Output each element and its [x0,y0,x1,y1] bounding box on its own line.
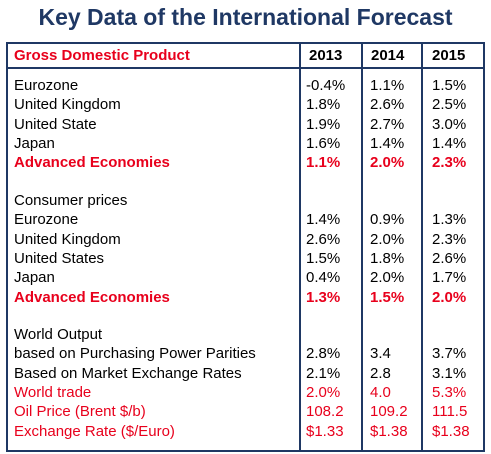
row-value: 1.3% [432,211,467,229]
row-value: 1.1% [306,154,341,172]
row-label: United Kingdom [14,96,121,114]
row-value: 1.9% [306,115,341,133]
header-label: Gross Domestic Product [14,47,190,64]
row-label: Oil Price (Brent $/b) [14,403,146,421]
row-value: 2.0% [370,269,405,287]
row-value: -0.4% [306,77,346,94]
row-value: 2.3% [432,230,467,248]
row-label: Japan [14,269,55,287]
row-label: United States [14,249,105,267]
row-value: 2.0% [432,288,467,306]
row-value: 109.2 [370,403,408,421]
row-label: Based on Market Exchange Rates [14,364,242,382]
row-value: 1.4% [306,211,341,229]
row-value: 3.7% [432,345,467,363]
row-label: United Kingdom [14,230,121,248]
row-label: United State [14,115,97,133]
row-value: 2.0% [370,230,405,248]
row-value: 2.1% [306,364,341,382]
row-label: Japan [14,134,55,152]
row-value: $1.33 [306,422,344,440]
row-value: 1.5% [432,77,467,94]
row-value: 2.6% [306,230,341,248]
row-value: $1.38 [432,422,470,440]
title: Key Data of the International Forecast [38,4,453,30]
row-value: 2.3% [432,154,467,172]
row-value: 111.5 [432,403,468,421]
row-value: 2.6% [370,96,405,114]
header-year: 2014 [371,47,405,64]
row-value: 1.7% [432,269,467,287]
row-value: 3.4 [370,345,391,363]
table-border [6,42,485,452]
column-rule [299,42,301,452]
row-value: 2.0% [370,154,405,172]
row-value: 1.5% [306,249,341,267]
row-value: 2.8% [306,345,341,363]
row-value: 5.3% [432,383,467,401]
row-value: 1.3% [306,288,341,306]
header-year: 2013 [309,47,343,64]
row-value: 2.5% [432,96,467,114]
row-value: 1.1% [370,77,405,94]
row-value: 1.4% [432,134,467,152]
row-value: 3.1% [432,364,467,382]
row-label: Consumer prices [14,192,128,209]
row-label: Advanced Economies [14,288,170,306]
row-value: 1.8% [370,249,405,267]
row-value: 1.5% [370,288,405,306]
row-value: 108.2 [306,403,344,421]
row-label: Advanced Economies [14,154,170,172]
column-rule [421,42,423,452]
row-label: based on Purchasing Power Parities [14,345,256,363]
row-value: 0.4% [306,269,341,287]
column-rule [361,42,363,452]
row-value: 2.8 [370,364,391,382]
row-value: 1.6% [306,134,341,152]
row-value: 2.6% [432,249,467,267]
row-label: Exchange Rate ($/Euro) [14,422,175,440]
row-value: 1.8% [306,96,341,114]
row-value: 0.9% [370,211,405,229]
row-value: 3.0% [432,115,467,133]
row-label: World Output [14,326,103,343]
row-label: Eurozone [14,211,79,229]
header-year: 2015 [432,47,466,64]
row-value: $1.38 [370,422,408,440]
row-value: 1.4% [370,134,405,152]
row-label: Eurozone [14,77,79,94]
row-value: 2.0% [306,383,341,401]
row-value: 2.7% [370,115,405,133]
row-label: World trade [14,383,92,401]
header-rule [6,67,485,69]
row-value: 4.0 [370,383,391,401]
